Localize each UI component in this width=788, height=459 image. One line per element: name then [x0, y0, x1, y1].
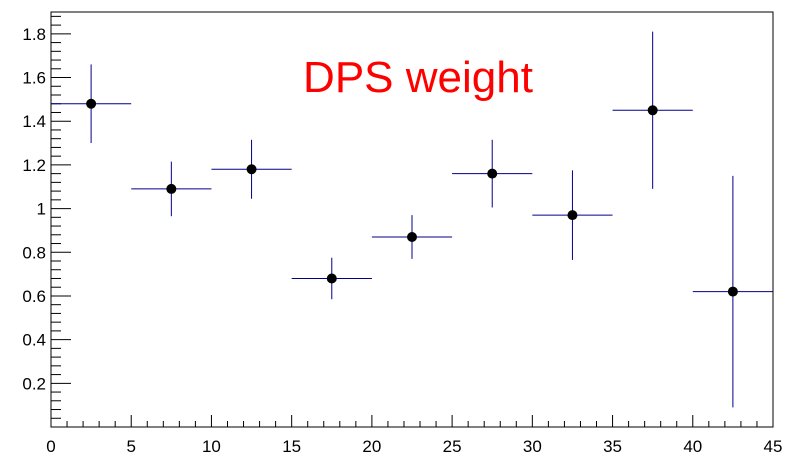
x-tick-label: 0 [46, 437, 55, 456]
y-tick-label: 0.6 [22, 287, 46, 306]
x-tick-label: 20 [362, 437, 381, 456]
y-tick-label: 0.2 [22, 374, 46, 393]
y-tick-label: 0.4 [22, 331, 46, 350]
x-axis-ticks [50, 415, 774, 427]
y-tick-label: 0.8 [22, 243, 46, 262]
x-axis-tick-labels: 0 5 10 15 20 25 30 35 40 45 [46, 437, 782, 456]
y-tick-label: 1 [37, 200, 46, 219]
x-tick-label: 15 [282, 437, 301, 456]
x-tick-label: 35 [603, 437, 622, 456]
x-tick-label: 30 [523, 437, 542, 456]
data-point [487, 168, 498, 179]
plot-frame [50, 11, 774, 428]
y-tick-label: 1.8 [22, 25, 46, 44]
y-axis-tick-labels: 0.2 0.4 0.6 0.8 1 1.2 1.4 1.6 1.8 [22, 25, 46, 393]
data-point [166, 183, 177, 194]
y-tick-label: 1.6 [22, 69, 46, 88]
data-point [246, 164, 257, 175]
data-point [86, 98, 97, 109]
data-point [567, 210, 578, 221]
data-point [407, 231, 417, 242]
data-point [727, 286, 738, 297]
x-tick-label: 45 [764, 437, 783, 456]
y-tick-label: 1.4 [22, 112, 46, 131]
y-tick-label: 1.2 [22, 156, 46, 175]
data-point [326, 273, 337, 284]
y-axis-ticks [51, 15, 71, 419]
x-tick-label: 25 [443, 437, 462, 456]
chart-title: DPS weight [303, 53, 533, 102]
x-tick-label: 40 [683, 437, 702, 456]
data-point [647, 105, 658, 116]
data-points [86, 98, 738, 297]
x-tick-label: 10 [202, 437, 221, 456]
x-tick-label: 5 [126, 437, 135, 456]
